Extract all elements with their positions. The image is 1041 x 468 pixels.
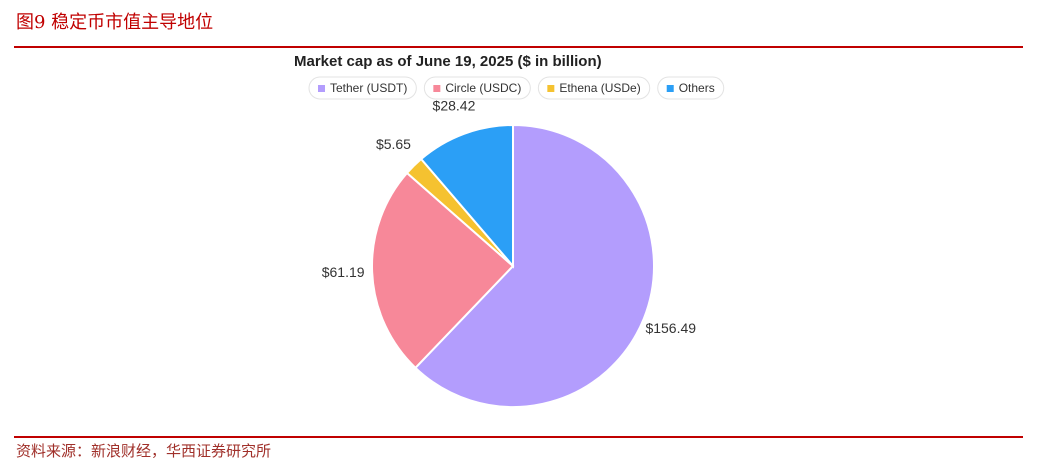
value-label: $156.49 [645,320,696,336]
legend-item: Tether (USDT) [308,76,417,100]
legend-swatch [318,85,325,92]
legend: Tether (USDT) Circle (USDC) Ethena (USDe) O… [308,76,725,100]
legend-pill [657,76,725,100]
value-label: $28.42 [433,97,476,113]
legend-swatch [433,85,441,92]
source-note: 资料来源：新浪财经，华西证券研究所 [16,442,271,460]
legend-swatch [547,85,555,92]
legend-item: Others [657,76,725,100]
legend-label: Circle (USDC) [445,81,521,95]
legend-label: Tether (USDT) [330,81,407,95]
chart-title: Market cap as of June 19, 2025 ($ in bil… [294,53,602,70]
figure-title: 图9 稳定币市值主导地位 [16,12,213,33]
pie-slice [414,123,655,408]
pie-slice [371,171,515,370]
legend-item: Circle (USDC) [423,76,531,100]
legend-item: Ethena (USDe) [537,76,651,100]
legend-pill [308,76,417,100]
value-label: $61.19 [322,264,365,280]
pie: $156.49 $61.19 $5.65 $28.42 [322,97,696,408]
value-label: $5.65 [376,136,411,152]
pie-slice [419,123,514,269]
legend-label: Others [679,81,715,95]
legend-pill [423,76,531,100]
legend-pill [537,76,651,100]
legend-swatch [666,85,674,92]
legend-label: Ethena (USDe) [559,81,640,95]
